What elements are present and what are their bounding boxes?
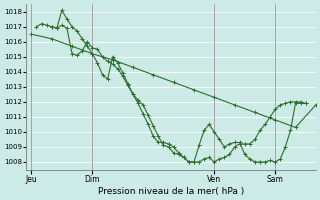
X-axis label: Pression niveau de la mer( hPa ): Pression niveau de la mer( hPa ) bbox=[98, 187, 244, 196]
